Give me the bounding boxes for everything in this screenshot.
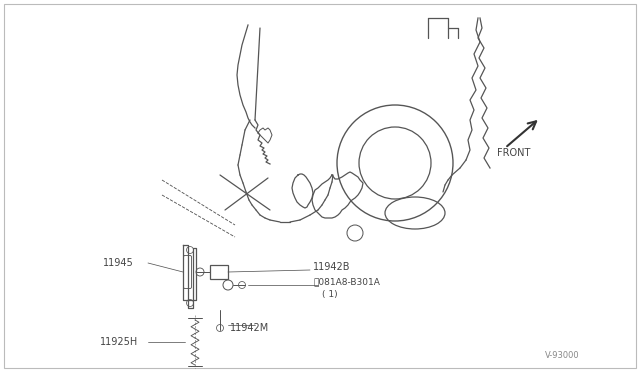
Text: 11945: 11945 [103,258,134,268]
Text: FRONT: FRONT [497,148,531,158]
Text: ( 1): ( 1) [322,291,338,299]
Bar [210,265,228,279]
Text: 11942B: 11942B [313,262,351,272]
Text: Ⓑ081A8-B301A: Ⓑ081A8-B301A [313,278,380,286]
Text: 11942M: 11942M [230,323,269,333]
Text: V-93000: V-93000 [545,351,580,360]
Text: 11925H: 11925H [100,337,138,347]
